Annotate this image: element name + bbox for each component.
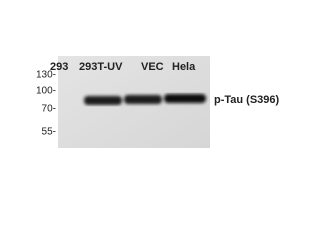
lane-label: 293T-UV (79, 61, 123, 73)
band (84, 96, 122, 105)
blot-figure: 293 293T-UV VEC Hela 130- 100- 70- 55- p… (36, 56, 280, 148)
lane-label: 293 (50, 61, 68, 73)
bands (84, 94, 206, 105)
page: 293 293T-UV VEC Hela 130- 100- 70- 55- p… (35, 56, 280, 148)
marker-label: 55- (42, 127, 56, 138)
band-label: p-Tau (S396) (214, 94, 280, 106)
lane-label: VEC (141, 61, 164, 73)
marker-label: 130- (36, 70, 56, 81)
band (124, 95, 162, 104)
marker-label: 70- (42, 104, 56, 115)
lane-label: Hela (172, 61, 196, 73)
marker-label: 100- (36, 86, 56, 97)
band (164, 94, 206, 103)
